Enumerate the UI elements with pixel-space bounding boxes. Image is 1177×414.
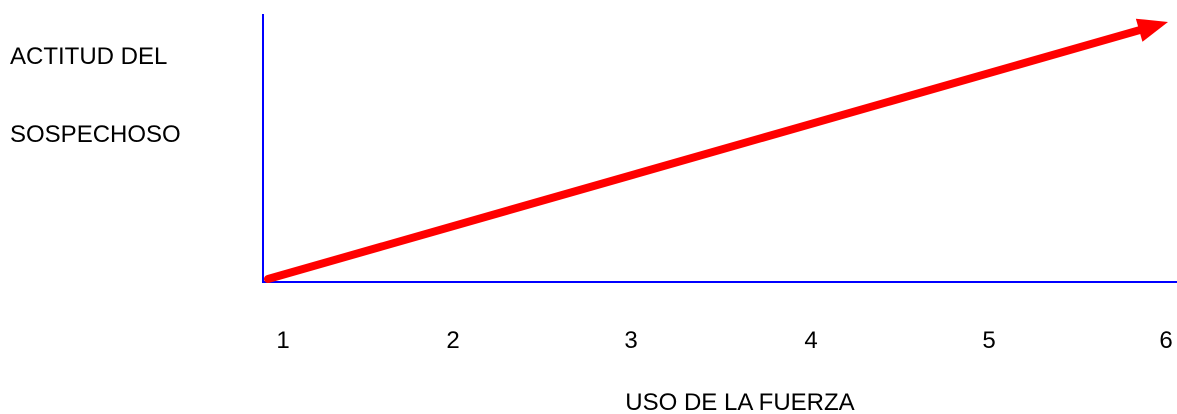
x-tick-label-6: 6 [1159,327,1172,354]
x-tick-label-2: 2 [446,327,459,354]
x-tick-labels: 1 2 3 4 5 6 [276,327,1172,354]
x-axis-label: USO DE LA FUERZA [625,389,854,414]
y-axis-label-line-2: SOSPECHOSO [10,121,181,148]
x-tick-label-4: 4 [804,327,817,354]
y-axis-label-line-1: ACTITUD DEL [10,43,167,70]
x-tick-label-1: 1 [276,327,289,354]
x-tick-label-5: 5 [982,327,995,354]
series-layer [264,18,1168,283]
x-tick-label-3: 3 [624,327,637,354]
series-line-0 [264,25,1146,283]
series-arrowhead-0 [1135,18,1168,42]
